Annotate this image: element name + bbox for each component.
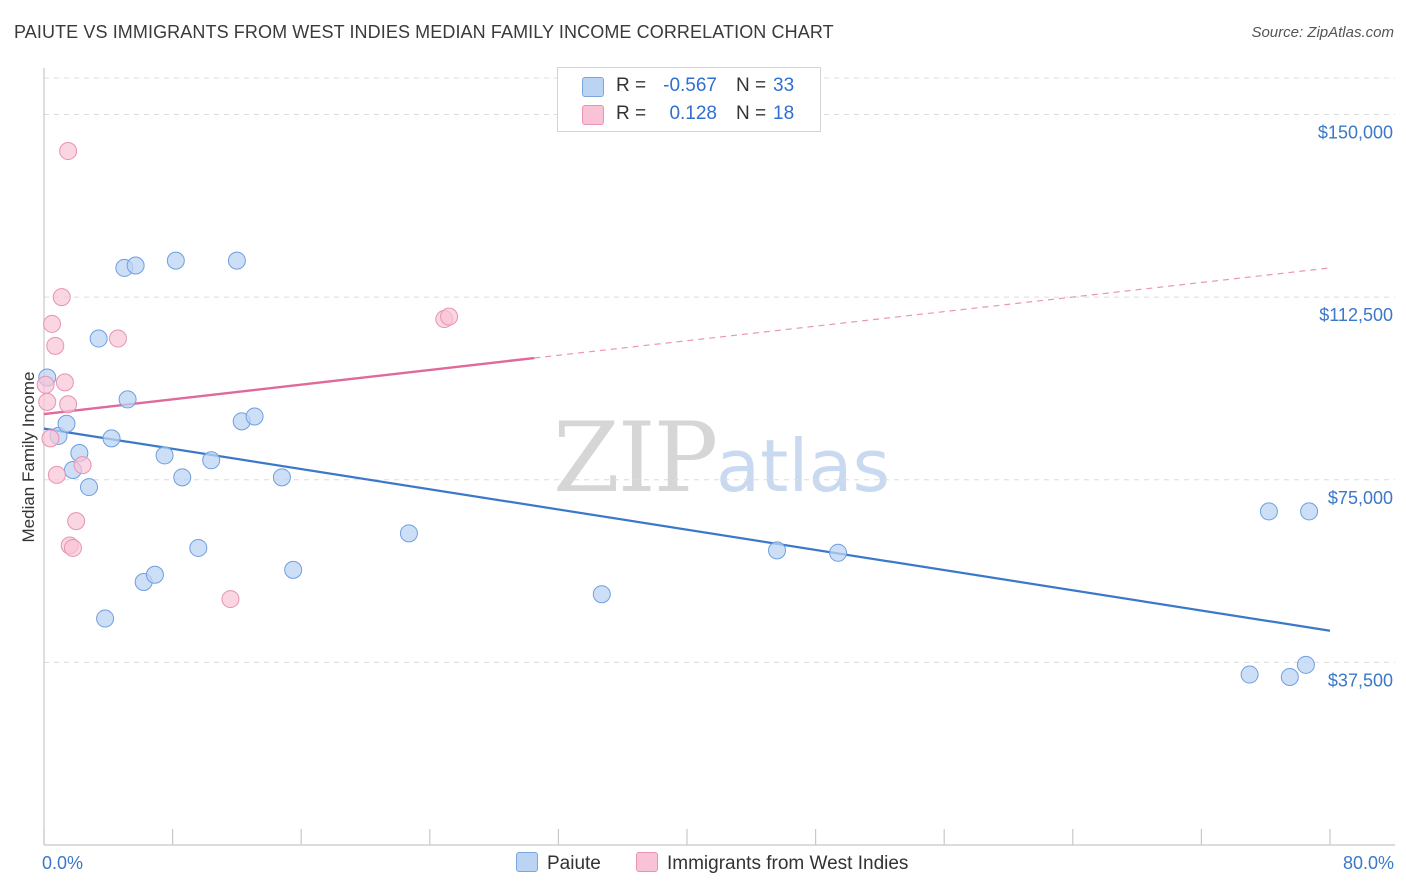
paiute-point [245, 407, 264, 426]
trend-lines [43, 267, 1331, 632]
paiute-point [173, 468, 192, 487]
west-indies-point [440, 307, 459, 326]
paiute-point [118, 390, 137, 409]
paiute-point [768, 541, 787, 560]
west-indies-legend-swatch [636, 852, 658, 872]
y-tick-label: $150,000 [1318, 123, 1393, 143]
west-indies-point [108, 329, 127, 348]
paiute-point [155, 446, 174, 465]
watermark-zip: ZIP [553, 402, 718, 514]
paiute-point [592, 585, 611, 604]
paiute-point [1259, 502, 1278, 521]
legend-item-paiute: Paiute [516, 852, 601, 875]
paiute-swatch [582, 77, 604, 97]
paiute-point [189, 538, 208, 557]
paiute-point [89, 329, 108, 348]
paiute-legend-swatch [516, 852, 538, 872]
y-tick-label: $112,500 [1319, 305, 1393, 325]
watermark-atlas: atlas [716, 424, 890, 508]
chart-title: PAIUTE VS IMMIGRANTS FROM WEST INDIES ME… [14, 22, 834, 42]
west-indies-point [67, 512, 86, 531]
west-indies-point [59, 395, 78, 414]
west-indies-trend-line [43, 356, 535, 416]
n-label: N = [736, 103, 767, 124]
paiute-point [399, 524, 418, 543]
west-indies-point [73, 456, 92, 475]
paiute-point [272, 468, 291, 487]
paiute-point [96, 609, 115, 628]
source-credit: Source: ZipAtlas.com [1251, 24, 1394, 41]
west-indies-point [55, 373, 74, 392]
data-points [36, 142, 1319, 686]
axes [43, 68, 1395, 846]
n-value: 33 [773, 75, 795, 96]
west-indies-trend-extension [534, 267, 1331, 359]
paiute-point [80, 478, 99, 497]
r-label: R = [616, 103, 647, 124]
paiute-point [202, 451, 221, 470]
y-tick-label: $37,500 [1328, 670, 1393, 690]
west-indies-point [221, 590, 240, 609]
x-tick-label: 0.0% [42, 853, 83, 873]
paiute-point [829, 543, 848, 562]
x-tick-label: 80.0% [1343, 853, 1394, 873]
paiute-point [126, 256, 145, 275]
y-tick-label: $75,000 [1328, 488, 1393, 508]
paiute-trend-line [43, 427, 1331, 632]
paiute-point [227, 251, 246, 270]
n-label: N = [736, 75, 767, 96]
legend-row-west-indies: R = 0.128 N = 18 [558, 101, 820, 129]
paiute-point [102, 429, 121, 448]
paiute-point [1296, 655, 1315, 674]
r-value: -0.567 [663, 75, 717, 96]
paiute-legend-label: Paiute [547, 853, 601, 874]
west-indies-point [59, 142, 78, 161]
n-value: 18 [773, 103, 795, 124]
paiute-point [166, 251, 185, 270]
west-indies-point [63, 538, 82, 557]
legend-item-west-indies: Immigrants from West Indies [636, 852, 908, 875]
west-indies-point [47, 465, 66, 484]
west-indies-swatch [582, 105, 604, 125]
legend-row-paiute: R = -0.567 N = 33 [558, 73, 820, 101]
correlation-legend: R = -0.567 N = 33 R = 0.128 N = 18 [557, 67, 821, 132]
west-indies-point [52, 288, 71, 307]
axis-labels: $37,500 $75,000 $112,500 $150,000 0.0% 80.0% M… [19, 123, 1394, 873]
west-indies-point [36, 375, 55, 394]
paiute-point [1240, 665, 1259, 684]
west-indies-point [46, 336, 65, 355]
west-indies-point [43, 314, 62, 333]
paiute-point [1280, 667, 1299, 686]
west-indies-legend-label: Immigrants from West Indies [667, 853, 909, 874]
y-axis-label: Median Family Income [19, 371, 38, 542]
paiute-point [284, 560, 303, 579]
r-label: R = [616, 75, 647, 96]
paiute-point [1300, 502, 1319, 521]
r-value: 0.128 [669, 103, 717, 124]
paiute-point [57, 414, 76, 433]
west-indies-point [38, 392, 57, 411]
gridlines [44, 77, 1395, 663]
west-indies-point [41, 429, 60, 448]
paiute-point [145, 565, 164, 584]
